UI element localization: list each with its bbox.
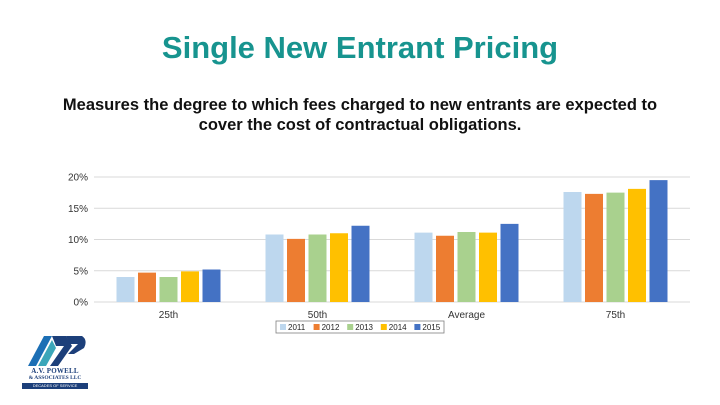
bar-2013-average (457, 232, 476, 302)
y-tick-label: 0% (74, 298, 89, 309)
bar-2011-25th (116, 277, 135, 302)
y-tick-label: 20% (68, 173, 88, 184)
legend-label-2014: 2014 (389, 323, 407, 332)
avp-logo-icon (28, 336, 86, 366)
logo-text-name: A.V. POWELL (31, 367, 79, 375)
y-tick-label: 15% (68, 204, 88, 215)
x-tick-label: 75th (606, 310, 625, 321)
bar-2015-average (500, 223, 519, 302)
bar-2011-average (414, 232, 433, 302)
y-tick-label: 5% (74, 266, 89, 277)
bar-2015-50th (351, 225, 370, 302)
bar-2011-75th (563, 192, 582, 302)
bar-2011-50th (265, 234, 284, 302)
bar-2014-50th (330, 233, 348, 302)
legend-swatch-2014 (380, 324, 387, 330)
x-tick-label: 25th (159, 310, 178, 321)
bar-2013-25th (159, 277, 178, 302)
bar-2013-50th (308, 234, 327, 302)
slide-subtitle: Measures the degree to which fees charge… (62, 96, 658, 134)
bar-2015-75th (649, 180, 668, 302)
legend-swatch-2015 (414, 324, 421, 330)
bar-2015-25th (202, 269, 221, 302)
bar-2014-25th (181, 271, 199, 302)
legend-label-2012: 2012 (322, 323, 340, 332)
bar-2014-average (479, 232, 497, 302)
x-tick-label: 50th (308, 310, 327, 321)
bar-2012-50th (287, 238, 305, 302)
legend-label-2011: 2011 (288, 323, 306, 332)
logo-text-tagline: DECADES OF SERVICE (22, 383, 88, 389)
legend-swatch-2013 (347, 324, 354, 330)
bar-2012-75th (585, 193, 603, 302)
legend-swatch-2011 (280, 324, 286, 330)
x-tick-label: Average (448, 310, 486, 321)
slide-title: Single New Entrant Pricing (161, 30, 559, 65)
bar-2012-25th (138, 272, 156, 302)
legend-swatch-2012 (313, 324, 320, 330)
y-tick-label: 10% (68, 235, 88, 246)
logo-text-associates: & ASSOCIATES LLC (28, 375, 82, 381)
legend-label-2015: 2015 (422, 323, 440, 332)
bar-2012-average (436, 235, 454, 302)
bar-2013-75th (606, 192, 625, 302)
bar-2014-75th (628, 188, 646, 302)
legend-label-2013: 2013 (355, 323, 373, 332)
